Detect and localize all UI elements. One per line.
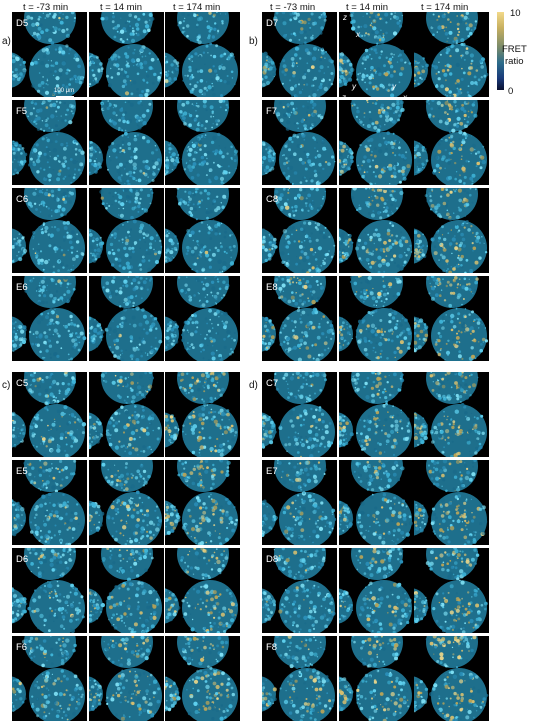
time-header-left-1: t = 14 min	[100, 2, 142, 13]
well-label: D6	[16, 554, 29, 565]
micrograph-C6-t2	[165, 188, 240, 273]
micrograph-C5-t1	[89, 372, 164, 457]
micrograph-E6-t1	[89, 276, 164, 361]
well-label: F6	[16, 642, 28, 653]
micrograph-D7-t1	[339, 12, 414, 97]
colorbar-min: 0	[508, 86, 514, 97]
time-header-left-0: t = -73 min	[23, 2, 69, 13]
micrograph-C6-t1	[89, 188, 164, 273]
micrograph-F5-t1	[89, 100, 164, 185]
well-label: D8	[266, 554, 279, 565]
micrograph-C7-t0	[262, 372, 337, 457]
micrograph-F5-t2	[165, 100, 240, 185]
scale-bar	[56, 96, 74, 98]
micrograph-F7-t0	[262, 100, 337, 185]
micrograph-F6-t0	[12, 636, 87, 721]
axis-label-y_left: y	[352, 82, 356, 91]
time-header-left-2: t = 174 min	[173, 2, 221, 13]
micrograph-D6-t1	[89, 548, 164, 633]
well-label: C7	[266, 378, 279, 389]
axis-label-x_top: x	[356, 30, 360, 39]
well-label: C5	[16, 378, 29, 389]
well-label: F5	[16, 106, 28, 117]
time-header-right-0: t = -73 min	[270, 2, 316, 13]
well-label: D5	[16, 18, 29, 29]
micrograph-C8-t2	[414, 188, 489, 273]
well-label: E6	[16, 282, 28, 293]
micrograph-F7-t1	[339, 100, 414, 185]
micrograph-D6-t0	[12, 548, 87, 633]
micrograph-E7-t2	[414, 460, 489, 545]
micrograph-D5-t1	[89, 12, 164, 97]
micrograph-E8-t1	[339, 276, 414, 361]
micrograph-C8-t0	[262, 188, 337, 273]
well-label: F8	[266, 642, 278, 653]
micrograph-D7-t0	[262, 12, 337, 97]
micrograph-C5-t2	[165, 372, 240, 457]
axis-label-z_left: z	[342, 93, 346, 102]
well-label: C8	[266, 194, 279, 205]
colorbar	[497, 12, 504, 90]
micrograph-D8-t2	[414, 548, 489, 633]
well-label: F7	[266, 106, 278, 117]
micrograph-E5-t0	[12, 460, 87, 545]
colorbar-max: 10	[510, 8, 521, 19]
micrograph-E8-t2	[414, 276, 489, 361]
colorbar-title-1: FRET	[502, 44, 527, 55]
micrograph-C5-t0	[12, 372, 87, 457]
micrograph-C8-t1	[339, 188, 414, 273]
micrograph-F8-t0	[262, 636, 337, 721]
well-label: E5	[16, 466, 28, 477]
micrograph-E7-t1	[339, 460, 414, 545]
micrograph-F6-t2	[165, 636, 240, 721]
axis-label-x_right: x	[403, 93, 407, 102]
micrograph-C6-t0	[12, 188, 87, 273]
micrograph-F6-t1	[89, 636, 164, 721]
micrograph-F8-t2	[414, 636, 489, 721]
micrograph-F8-t1	[339, 636, 414, 721]
micrograph-D8-t0	[262, 548, 337, 633]
micrograph-E6-t0	[12, 276, 87, 361]
panel-label-1: b)	[249, 36, 258, 47]
panel-label-0: a)	[2, 36, 11, 47]
micrograph-D7-t2	[414, 12, 489, 97]
well-label: C6	[16, 194, 29, 205]
time-header-right-2: t = 174 min	[421, 2, 469, 13]
micrograph-E5-t2	[165, 460, 240, 545]
well-label: E8	[266, 282, 278, 293]
time-header-right-1: t = 14 min	[346, 2, 388, 13]
axis-label-y_right: y	[392, 82, 396, 91]
micrograph-D5-t2	[165, 12, 240, 97]
micrograph-E5-t1	[89, 460, 164, 545]
scale-bar-label: 100 μm	[54, 88, 75, 94]
micrograph-E6-t2	[165, 276, 240, 361]
panel-label-2: c)	[2, 380, 11, 391]
micrograph-D8-t1	[339, 548, 414, 633]
micrograph-C7-t1	[339, 372, 414, 457]
well-label: D7	[266, 18, 279, 29]
micrograph-E7-t0	[262, 460, 337, 545]
colorbar-title-2: ratio	[505, 56, 524, 67]
well-label: E7	[266, 466, 278, 477]
micrograph-D6-t2	[165, 548, 240, 633]
panel-label-3: d)	[249, 380, 258, 391]
micrograph-F5-t0	[12, 100, 87, 185]
micrograph-E8-t0	[262, 276, 337, 361]
axis-label-z_top: z	[343, 13, 347, 22]
micrograph-F7-t2	[414, 100, 489, 185]
micrograph-D5-t0	[12, 12, 87, 97]
micrograph-C7-t2	[414, 372, 489, 457]
